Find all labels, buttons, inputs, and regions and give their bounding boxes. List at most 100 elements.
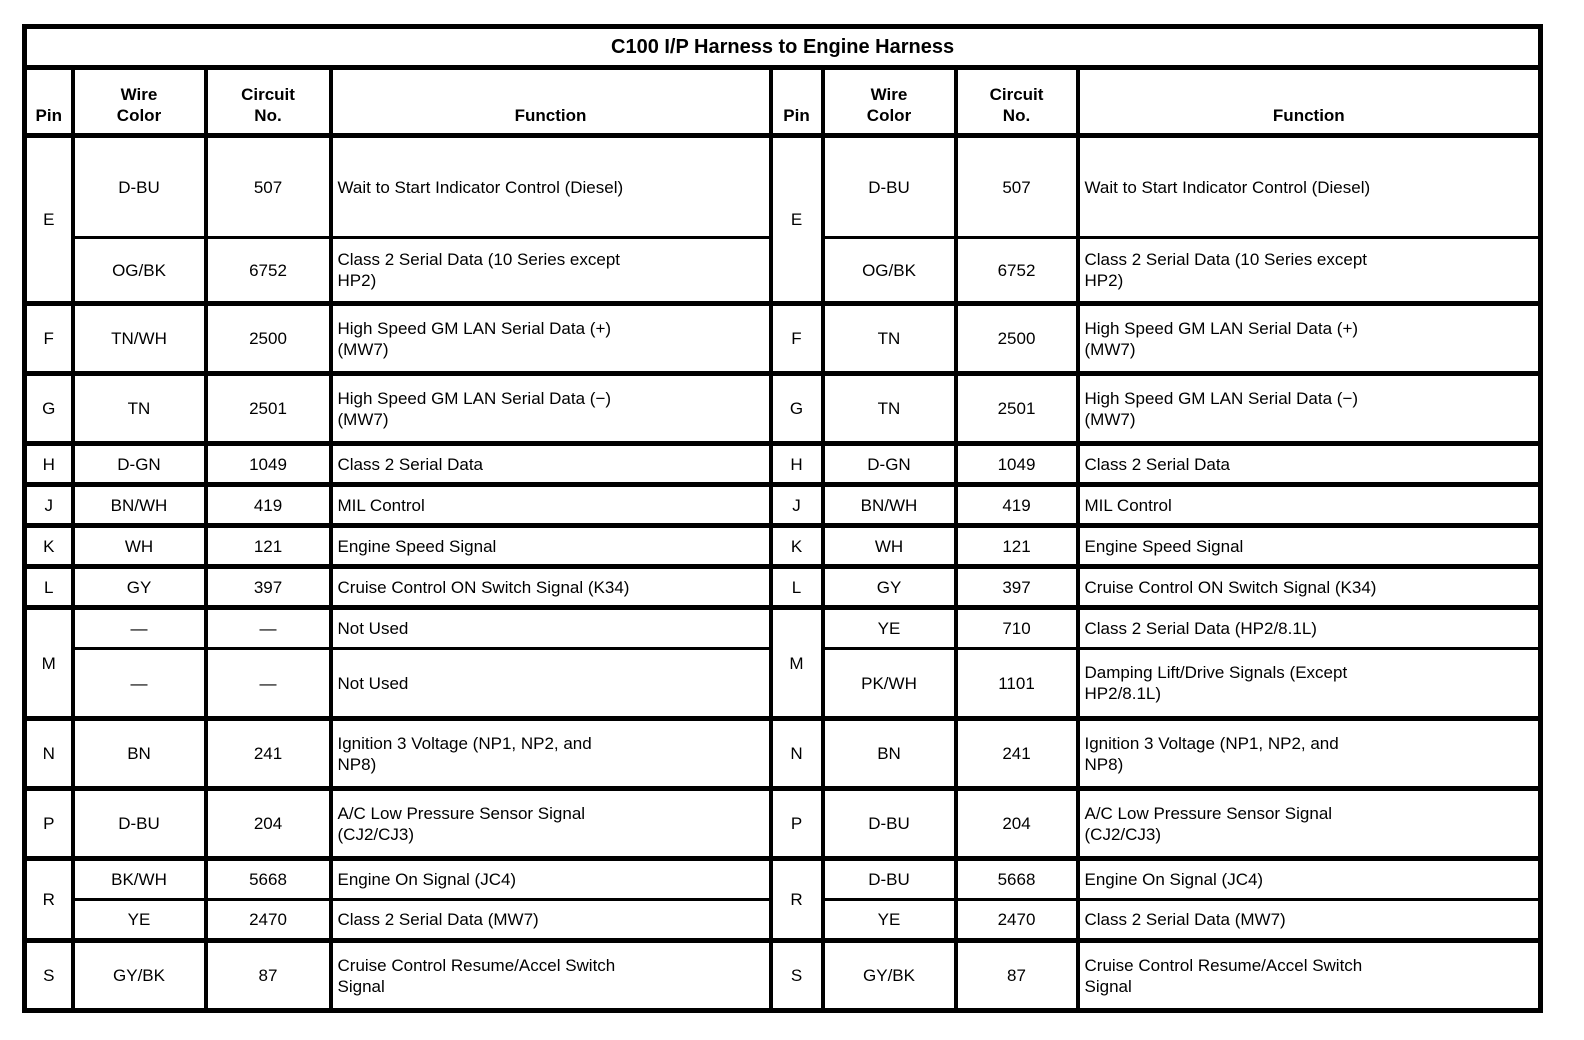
circuit-number-cell: 507 <box>953 133 1080 239</box>
wire-color-cell: — <box>70 605 208 650</box>
function-cell: A/C Low Pressure Sensor Signal (CJ2/CJ3) <box>1075 786 1543 861</box>
pin-cell: L <box>22 564 75 610</box>
function-cell: High Speed GM LAN Serial Data (+) (MW7) <box>1075 301 1543 376</box>
table-row: S GY/BK 87 Cruise Control Resume/Accel S… <box>22 938 1543 1013</box>
function-cell: Not Used <box>328 605 773 650</box>
circuit-number-cell: 507 <box>203 133 333 239</box>
wire-color-cell: YE <box>70 898 208 943</box>
function-cell: Wait to Start Indicator Control (Diesel) <box>328 133 773 239</box>
wire-color-cell: D-GN <box>70 441 208 487</box>
circuit-number-cell: 1049 <box>203 441 333 487</box>
table-row: G TN 2501 High Speed GM LAN Serial Data … <box>22 371 1543 446</box>
table-row: E D-BU 507 Wait to Start Indicator Contr… <box>22 133 1543 305</box>
col-header-pin: Pin <box>768 65 825 138</box>
pin-cell: J <box>22 482 75 528</box>
function-cell: MIL Control <box>328 482 773 528</box>
function-cell: Ignition 3 Voltage (NP1, NP2, and NP8) <box>1075 716 1543 791</box>
function-cell: Class 2 Serial Data (MW7) <box>328 898 773 943</box>
circuit-number-cell: 121 <box>203 523 333 569</box>
function-cell: Class 2 Serial Data (10 Series except HP… <box>328 236 773 306</box>
circuit-number-cell: 1101 <box>953 647 1080 721</box>
function-cell: Ignition 3 Voltage (NP1, NP2, and NP8) <box>328 716 773 791</box>
table-row: L GY 397 Cruise Control ON Switch Signal… <box>22 564 1543 610</box>
wire-color-cell: OG/BK <box>70 236 208 306</box>
table-row: OG/BK 6752 Class 2 Serial Data (10 Serie… <box>25 236 1543 306</box>
pin-cell: N <box>22 716 75 791</box>
wire-color-cell: TN <box>70 371 208 446</box>
pin-cell: H <box>22 441 75 487</box>
function-cell: Damping Lift/Drive Signals (Except HP2/8… <box>1075 647 1543 721</box>
function-cell: Cruise Control Resume/Accel Switch Signa… <box>1075 938 1543 1013</box>
function-cell: Engine Speed Signal <box>1075 523 1543 569</box>
pin-cell: F <box>768 301 825 376</box>
pin-cell: R <box>768 856 825 942</box>
circuit-number-cell: 6752 <box>953 236 1080 306</box>
table-row: R BK/WH 5668 Engine On Signal (JC4) R D-… <box>22 856 1543 942</box>
pin-cell: G <box>768 371 825 446</box>
wire-color-cell: YE <box>820 898 958 943</box>
wire-color-cell: OG/BK <box>820 236 958 306</box>
wire-color-cell: — <box>70 647 208 721</box>
function-cell: High Speed GM LAN Serial Data (−) (MW7) <box>328 371 773 446</box>
function-cell: Class 2 Serial Data (HP2/8.1L) <box>1075 605 1543 650</box>
wire-color-cell: BK/WH <box>70 856 208 901</box>
pin-cell: N <box>768 716 825 791</box>
col-header-function: Function <box>328 65 773 138</box>
col-header-wire: Wire Color <box>70 65 208 138</box>
column-header-row: Pin Wire Color Circuit No. Function Pin … <box>22 65 1543 138</box>
pin-cell: J <box>768 482 825 528</box>
table-title: C100 I/P Harness to Engine Harness <box>22 24 1543 70</box>
col-header-pin: Pin <box>22 65 75 138</box>
pin-cell: K <box>768 523 825 569</box>
function-cell: MIL Control <box>1075 482 1543 528</box>
function-cell: Cruise Control ON Switch Signal (K34) <box>328 564 773 610</box>
col-header-circuit: Circuit No. <box>203 65 333 138</box>
wire-color-cell: GY <box>820 564 958 610</box>
circuit-number-cell: 397 <box>953 564 1080 610</box>
function-cell: Class 2 Serial Data <box>328 441 773 487</box>
function-cell: Class 2 Serial Data <box>1075 441 1543 487</box>
circuit-number-cell: 5668 <box>953 856 1080 901</box>
pin-cell: R <box>22 856 75 942</box>
function-cell: Wait to Start Indicator Control (Diesel) <box>1075 133 1543 239</box>
circuit-number-cell: 2500 <box>203 301 333 376</box>
pin-cell: H <box>768 441 825 487</box>
function-cell: Class 2 Serial Data (10 Series except HP… <box>1075 236 1543 306</box>
circuit-number-cell: 5668 <box>203 856 333 901</box>
function-cell: Engine Speed Signal <box>328 523 773 569</box>
function-cell: High Speed GM LAN Serial Data (−) (MW7) <box>1075 371 1543 446</box>
table-row: J BN/WH 419 MIL Control J BN/WH 419 MIL … <box>22 482 1543 528</box>
circuit-number-cell: 87 <box>953 938 1080 1013</box>
wire-color-cell: WH <box>820 523 958 569</box>
function-cell: Cruise Control Resume/Accel Switch Signa… <box>328 938 773 1013</box>
function-cell: Cruise Control ON Switch Signal (K34) <box>1075 564 1543 610</box>
wire-color-cell: YE <box>820 605 958 650</box>
wire-color-cell: TN <box>820 301 958 376</box>
pin-cell: E <box>768 133 825 305</box>
table-row: YE 2470 Class 2 Serial Data (MW7) YE 247… <box>25 898 1543 943</box>
table-row: N BN 241 Ignition 3 Voltage (NP1, NP2, a… <box>22 716 1543 791</box>
pin-cell: F <box>22 301 75 376</box>
circuit-number-cell: — <box>203 605 333 650</box>
wire-color-cell: D-BU <box>820 786 958 861</box>
table-title-row: C100 I/P Harness to Engine Harness <box>22 24 1543 70</box>
wire-color-cell: WH <box>70 523 208 569</box>
circuit-number-cell: 397 <box>203 564 333 610</box>
pin-cell: G <box>22 371 75 446</box>
wire-color-cell: D-BU <box>820 133 958 239</box>
pin-cell: S <box>22 938 75 1013</box>
circuit-number-cell: 1049 <box>953 441 1080 487</box>
wire-color-cell: GY/BK <box>70 938 208 1013</box>
circuit-number-cell: 121 <box>953 523 1080 569</box>
table-row: F TN/WH 2500 High Speed GM LAN Serial Da… <box>22 301 1543 376</box>
function-cell: Engine On Signal (JC4) <box>1075 856 1543 901</box>
pin-cell: K <box>22 523 75 569</box>
pin-cell: M <box>768 605 825 720</box>
wire-color-cell: TN/WH <box>70 301 208 376</box>
circuit-number-cell: 204 <box>953 786 1080 861</box>
circuit-number-cell: 2470 <box>953 898 1080 943</box>
wire-color-cell: BN/WH <box>820 482 958 528</box>
circuit-number-cell: 2501 <box>953 371 1080 446</box>
circuit-number-cell: 419 <box>953 482 1080 528</box>
